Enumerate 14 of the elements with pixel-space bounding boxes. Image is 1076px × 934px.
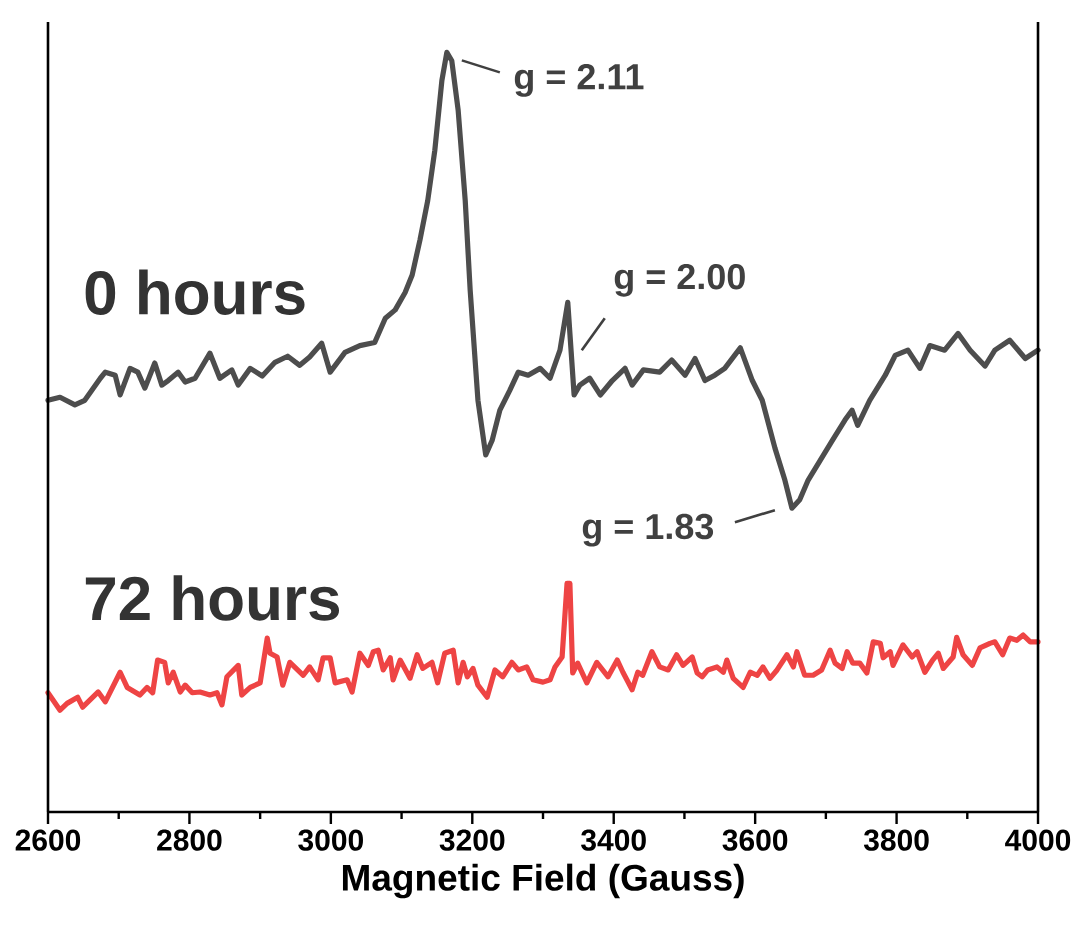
annotation: g = 2.11: [514, 63, 644, 97]
x-tick-label: 4000: [1005, 829, 1071, 851]
series-label: 72 hours: [85, 575, 340, 621]
x-tick-label: 3800: [863, 829, 929, 851]
series-label: 0 hours: [85, 269, 305, 315]
x-tick-label: 3400: [581, 829, 646, 851]
x-tick-label: 2800: [157, 829, 222, 851]
annotation: g = 2.00: [614, 263, 745, 297]
x-tick-label: 3000: [298, 829, 363, 851]
x-axis-title: Magnetic Field (Gauss): [342, 863, 744, 899]
x-tick-label: 2600: [15, 829, 81, 851]
x-tick-label: 3600: [722, 829, 788, 851]
annotation: g = 1.83: [582, 513, 714, 547]
x-tick-label: 3200: [439, 829, 505, 851]
